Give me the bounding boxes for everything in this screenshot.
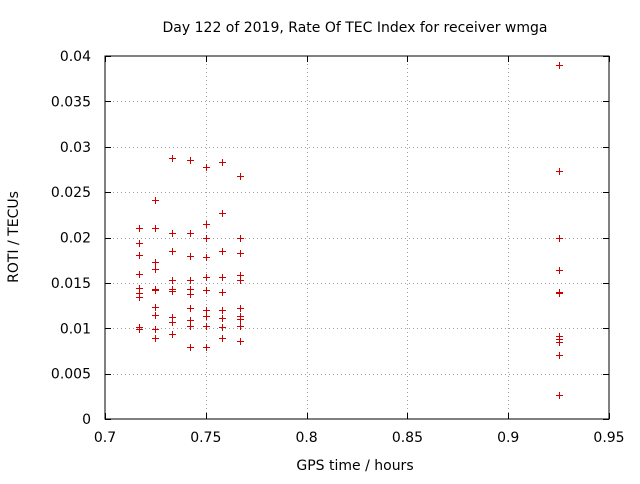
data-point [136, 326, 143, 333]
data-point [237, 338, 244, 345]
data-point [136, 225, 143, 232]
data-point [136, 252, 143, 259]
data-point [556, 267, 563, 274]
data-point [556, 168, 563, 175]
data-points [136, 62, 563, 399]
x-tick-label: 0.75 [190, 430, 221, 446]
y-tick-label: 0.03 [60, 140, 91, 156]
data-point [556, 352, 563, 359]
data-point [203, 313, 210, 320]
tick-layer [105, 56, 610, 420]
data-point [203, 221, 210, 228]
data-point [556, 235, 563, 242]
data-point [203, 307, 210, 314]
y-tick-label: 0.005 [51, 367, 91, 383]
data-point [152, 266, 159, 273]
data-point [556, 339, 563, 346]
x-tick-label: 0.85 [392, 430, 423, 446]
data-point [219, 274, 226, 281]
data-point [136, 294, 143, 301]
data-point [169, 331, 176, 338]
data-point [237, 250, 244, 257]
data-point [237, 323, 244, 330]
data-point [219, 315, 226, 322]
data-point [152, 312, 159, 319]
data-point [152, 335, 159, 342]
data-point [203, 164, 210, 171]
data-point [203, 254, 210, 261]
data-point [187, 230, 194, 237]
data-point [169, 155, 176, 162]
plot-frame [104, 55, 610, 420]
y-tick-label: 0.02 [60, 231, 91, 247]
data-point [556, 290, 563, 297]
data-point [237, 316, 244, 323]
data-point [187, 253, 194, 260]
y-tick-label: 0.01 [60, 321, 91, 337]
x-axis-label: GPS time / hours [296, 458, 413, 474]
data-point [187, 291, 194, 298]
y-axis-label: ROTI / TECUs [6, 191, 22, 283]
data-point [203, 344, 210, 351]
data-point [136, 271, 143, 278]
grid-layer [105, 56, 609, 419]
data-point [187, 277, 194, 284]
data-point [187, 344, 194, 351]
data-point [203, 274, 210, 281]
y-tick-labels: 0 0.005 0.01 0.015 0.02 0.025 0.03 0.035 0.04 [51, 49, 91, 428]
x-tick-label: 0.9 [497, 430, 519, 446]
data-point [187, 305, 194, 312]
data-point [187, 157, 194, 164]
chart-title: Day 122 of 2019, Rate Of TEC Index for r… [163, 20, 548, 36]
data-point [237, 277, 244, 284]
data-point [152, 197, 159, 204]
data-point [169, 248, 176, 255]
data-point [219, 335, 226, 342]
data-point [237, 235, 244, 242]
data-point [219, 210, 226, 217]
data-point [136, 240, 143, 247]
x-tick-label: 0.95 [593, 430, 624, 446]
data-point [237, 305, 244, 312]
x-tick-label: 0.7 [94, 430, 116, 446]
data-point [152, 304, 159, 311]
data-point [219, 159, 226, 166]
data-point [169, 277, 176, 284]
data-point [187, 317, 194, 324]
x-tick-labels: 0.7 0.75 0.8 0.85 0.9 0.95 [94, 430, 625, 446]
data-point [219, 324, 226, 331]
data-point [187, 323, 194, 330]
data-point [169, 288, 176, 295]
data-point [219, 289, 226, 296]
data-point [203, 287, 210, 294]
data-point [219, 307, 226, 314]
x-tick-label: 0.8 [295, 430, 317, 446]
data-point [203, 323, 210, 330]
data-point [203, 235, 210, 242]
data-point [152, 287, 159, 294]
y-tick-label: 0.025 [51, 185, 91, 201]
data-point [152, 259, 159, 266]
data-point [556, 62, 563, 69]
y-tick-label: 0.035 [51, 94, 91, 110]
data-point [169, 230, 176, 237]
y-tick-label: 0.015 [51, 276, 91, 292]
data-point [237, 173, 244, 180]
data-point [152, 326, 159, 333]
y-tick-label: 0.04 [60, 49, 91, 65]
y-tick-label: 0 [82, 412, 91, 428]
data-point [152, 225, 159, 232]
data-point [219, 248, 226, 255]
data-point [169, 319, 176, 326]
data-point [556, 392, 563, 399]
